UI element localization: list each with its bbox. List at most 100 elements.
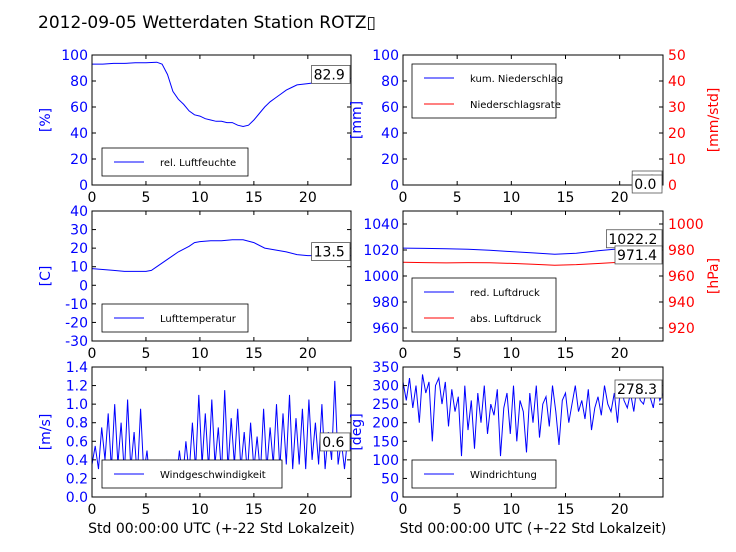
last-value: 278.3 [617,382,657,398]
plot-frame [91,366,352,498]
y-tick-label: 0 [390,490,399,506]
x-tick-label: 10 [191,502,209,518]
legend-label: Windrichtung [470,470,537,481]
y2-tick-label: 50 [668,48,686,64]
y-axis-label: [C] [38,266,54,287]
y-tick-label: -30 [65,334,88,350]
x-tick-label: 10 [191,190,209,206]
last-value-2-box [614,245,663,265]
plot-frame [402,366,664,498]
x-tick-label: 20 [611,502,629,518]
legend-label: abs. Luftdruck [470,314,541,325]
x-tick-label: 5 [141,190,150,206]
x-tick-label: 15 [557,502,575,518]
y-tick-label: 40 [70,126,88,142]
y-tick-label: -20 [65,315,88,331]
last-value: 82.9 [314,67,345,83]
y-tick-label: 80 [381,74,399,90]
x-tick-label: 10 [502,502,520,518]
legend-label: rel. Luftfeuchte [160,158,236,169]
x-tick-label: 5 [141,502,150,518]
y2-axis-label: [hPa] [706,258,722,294]
x-tick-label: 15 [245,502,263,518]
y-tick-label: 250 [372,397,399,413]
y-tick-label: 200 [372,416,399,432]
series-line-1 [91,239,351,272]
x-tick-label: 0 [399,346,408,362]
x-tick-label: 0 [88,346,97,362]
y-tick-label: 20 [70,152,88,168]
last-value-box [319,432,351,452]
y-tick-label: 100 [372,453,399,469]
x-tick-label: 5 [141,346,150,362]
y2-tick-label: 960 [668,269,695,285]
y-tick-label: 10 [70,260,88,276]
x-tick-label: 20 [299,502,317,518]
legend: red. Luftdruck abs. Luftdruck [411,277,557,333]
y-axis-label: [m/s] [38,414,54,451]
x-tick-label: 0 [88,502,97,518]
y-tick-label: 0 [390,178,399,194]
legend-label: Windgeschwindigkeit [160,470,266,481]
last-value-box [614,379,663,399]
y2-tick-label: 20 [668,126,686,142]
x-tick-label: 5 [453,502,462,518]
last-value-2-box [631,174,663,194]
y-tick-label: 150 [372,434,399,450]
x-tick-label: 15 [245,190,263,206]
y-tick-label: 80 [70,74,88,90]
y2-tick-label: 980 [668,243,695,259]
last-value-2: 0.0 [634,177,656,193]
y-tick-label: 300 [372,379,399,395]
y2-tick-label: 10 [668,152,686,168]
last-value-box [311,65,351,84]
y2-tick-label: 940 [668,295,695,311]
panel-1: 0 5 10 15 20 0 20 40 60 80 100 [%] 82.9 rel. Luftfeuc… [38,48,352,206]
y-tick-label: 30 [70,223,88,239]
y-tick-label: 40 [381,126,399,142]
y2-axis-label: [mm/std] [706,88,722,153]
last-value-2: 971.4 [617,248,657,264]
y-tick-label: 60 [70,100,88,116]
x-tick-label: 0 [88,190,97,206]
legend-frame [411,63,557,119]
x-tick-label: 10 [502,346,520,362]
x-axis-label: Std 00:00:00 UTC (+-22 Std Lokalzeit) [400,521,667,537]
y-tick-label: 50 [381,471,399,487]
last-value: 1022.2 [608,232,657,248]
x-tick-label: 20 [299,190,317,206]
x-tick-label: 10 [502,190,520,206]
y-tick-label: 1020 [363,243,399,259]
legend-label: Lufttemperatur [160,314,237,325]
x-tick-label: 10 [191,346,209,362]
plot-frame [91,210,352,342]
x-tick-label: 5 [453,190,462,206]
panel-3: 0 5 10 15 20 -30 -20 -10 0 10 20 30 40 [C] 13.5 Lufttem… [38,204,352,362]
x-tick-label: 15 [557,190,575,206]
panel-4: 0 5 10 15 20 960 980 1000 1020 1040 920 940 960 980 10… [363,210,722,362]
y-tick-label: -10 [65,297,88,313]
y-tick-label: 1.4 [66,360,88,376]
legend: Windrichtung [411,459,557,489]
y2-tick-label: 1000 [668,217,704,233]
panel-5: 0 5 10 15 20 0.0 0.2 0.4 0.6 0.8 1.0 1.2 1.4 [m/s] Std… [38,360,355,537]
y-axis-label: [deg] [349,413,365,450]
legend: rel. Luftfeuchte [101,147,249,177]
x-tick-label: 15 [557,346,575,362]
y-tick-label: 960 [372,321,399,337]
y-axis-label: [mm] [349,101,365,139]
x-tick-label: 20 [299,346,317,362]
y-tick-label: 20 [70,241,88,257]
y-tick-label: 1.2 [66,379,88,395]
plot-frame [91,54,352,186]
y-tick-label: 0.8 [66,416,88,432]
last-value: 0.6 [322,435,344,451]
legend-label: red. Luftdruck [470,288,540,299]
y-tick-label: 20 [381,152,399,168]
legend: kum. Niederschlag Niederschlagsrate [411,63,563,119]
x-tick-label: 0 [399,502,408,518]
y-tick-label: 1040 [363,217,399,233]
